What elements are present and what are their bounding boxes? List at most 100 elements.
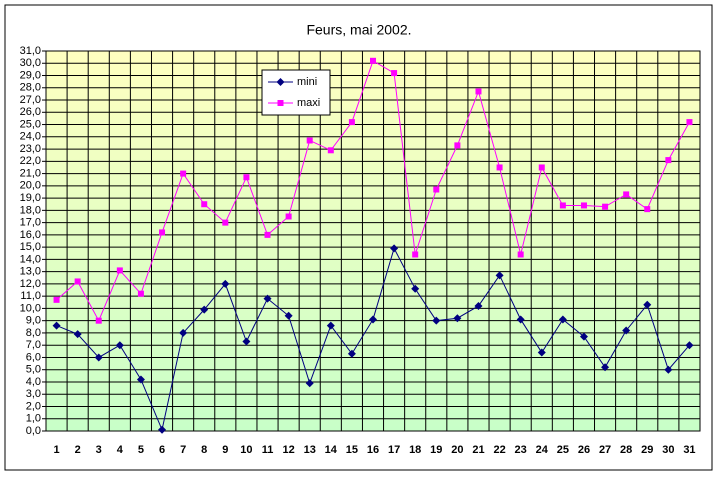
marker xyxy=(284,311,293,320)
x-tick-label: 2 xyxy=(75,444,81,456)
marker xyxy=(115,341,124,350)
x-tick-label: 26 xyxy=(578,444,590,456)
y-tick-label: 10,0 xyxy=(20,302,41,314)
x-tick-label: 18 xyxy=(409,444,421,456)
y-tick-label: 7,0 xyxy=(26,339,41,351)
plot-area xyxy=(45,50,701,432)
marker xyxy=(685,341,694,350)
y-tick-label: 15,0 xyxy=(20,241,41,253)
x-tick-label: 12 xyxy=(282,444,294,456)
y-tick-label: 17,0 xyxy=(20,217,41,229)
y-tick-label: 13,0 xyxy=(20,266,41,278)
x-tick-label: 9 xyxy=(222,444,228,456)
y-tick-label: 22,0 xyxy=(20,155,41,167)
y-tick-label: 12,0 xyxy=(20,278,41,290)
y-tick-label: 2,0 xyxy=(26,400,41,412)
marker xyxy=(391,70,398,77)
legend-marker xyxy=(277,100,284,106)
y-tick-label: 6,0 xyxy=(26,351,41,363)
marker xyxy=(53,296,60,303)
y-tick-label: 4,0 xyxy=(26,376,41,388)
y-tick-label: 27,0 xyxy=(20,94,41,106)
marker xyxy=(495,271,504,280)
x-tick-label: 16 xyxy=(367,444,379,456)
x-tick-label: 23 xyxy=(515,444,527,456)
marker xyxy=(263,294,272,303)
y-tick-label: 18,0 xyxy=(20,204,41,216)
x-tick-label: 15 xyxy=(346,444,358,456)
marker xyxy=(137,290,144,297)
marker xyxy=(326,321,335,330)
marker xyxy=(580,202,587,209)
y-tick-label: 14,0 xyxy=(20,253,41,265)
x-tick-label: 13 xyxy=(304,444,316,456)
marker xyxy=(622,326,631,335)
marker xyxy=(517,251,524,258)
x-tick-label: 1 xyxy=(53,444,59,456)
marker xyxy=(242,337,251,346)
x-tick-label: 28 xyxy=(620,444,632,456)
marker xyxy=(432,316,441,325)
y-tick-label: 16,0 xyxy=(20,229,41,241)
x-tick-label: 4 xyxy=(117,444,124,456)
marker xyxy=(347,349,356,358)
x-tick-label: 17 xyxy=(388,444,400,456)
marker xyxy=(454,142,461,149)
series xyxy=(52,57,694,434)
marker xyxy=(285,213,292,220)
y-tick-label: 1,0 xyxy=(26,413,41,425)
marker xyxy=(579,332,588,341)
marker xyxy=(327,147,334,154)
marker xyxy=(158,425,167,434)
y-tick-label: 28,0 xyxy=(20,82,41,94)
y-tick-label: 3,0 xyxy=(26,388,41,400)
marker xyxy=(516,315,525,324)
marker xyxy=(370,57,376,64)
chart-title: Feurs, mai 2002. xyxy=(306,22,411,38)
marker xyxy=(95,317,102,324)
marker xyxy=(159,229,166,236)
x-tick-label: 6 xyxy=(159,444,165,456)
marker xyxy=(496,164,503,171)
marker xyxy=(180,170,187,177)
x-tick-label: 22 xyxy=(493,444,505,456)
y-tick-label: 9,0 xyxy=(26,315,41,327)
marker xyxy=(73,330,82,339)
x-tick-label: 25 xyxy=(557,444,569,456)
y-tick-label: 29,0 xyxy=(20,69,41,81)
y-tick-label: 21,0 xyxy=(20,167,41,179)
y-tick-label: 31,0 xyxy=(20,45,41,57)
x-tick-label: 8 xyxy=(201,444,207,456)
legend: mini maxi xyxy=(261,69,331,116)
y-tick-label: 19,0 xyxy=(20,192,41,204)
marker xyxy=(136,375,145,384)
y-tick-label: 0,0 xyxy=(26,425,41,437)
x-tick-label: 3 xyxy=(96,444,102,456)
x-tick-label: 7 xyxy=(180,444,186,456)
y-tick-label: 23,0 xyxy=(20,143,41,155)
y-tick-label: 20,0 xyxy=(20,180,41,192)
legend-marker xyxy=(276,78,285,86)
marker xyxy=(306,137,313,144)
marker xyxy=(305,379,314,388)
y-tick-label: 11,0 xyxy=(20,290,41,302)
marker xyxy=(412,251,419,258)
marker xyxy=(538,164,545,171)
marker xyxy=(94,353,103,362)
marker xyxy=(558,315,567,324)
x-tick-label: 31 xyxy=(683,444,695,456)
marker xyxy=(433,186,440,193)
marker xyxy=(200,305,209,314)
marker xyxy=(453,314,462,323)
marker xyxy=(221,279,230,288)
marker xyxy=(201,201,208,208)
y-tick-label: 5,0 xyxy=(26,364,41,376)
marker xyxy=(116,267,123,274)
x-tick-label: 24 xyxy=(536,444,549,456)
x-tick-label: 14 xyxy=(325,444,338,456)
marker xyxy=(369,315,377,324)
x-tick-label: 10 xyxy=(240,444,252,456)
marker xyxy=(623,191,630,198)
marker xyxy=(537,348,546,357)
legend-label: mini xyxy=(297,76,317,88)
